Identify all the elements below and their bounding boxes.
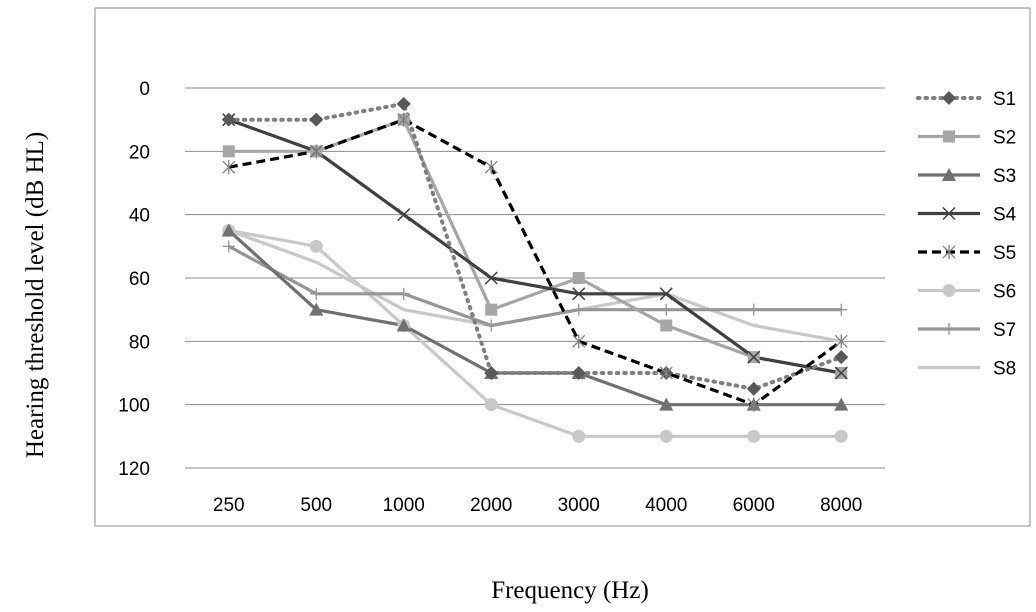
data-point-s7 xyxy=(572,303,585,316)
series-line-s5 xyxy=(228,118,843,407)
x-tick-label: 4000 xyxy=(645,495,687,516)
data-point-s6 xyxy=(659,429,673,443)
data-point-s1 xyxy=(309,112,324,127)
data-point-s7 xyxy=(747,303,760,316)
legend-item-s7: S7 xyxy=(918,320,1016,341)
legend-item-s6: S6 xyxy=(918,282,1016,303)
x-tick-label: 500 xyxy=(300,495,332,516)
x-tick-label: 1000 xyxy=(383,495,425,516)
data-point-s5 xyxy=(659,366,673,380)
y-tick-labels: 0 20 40 60 80 100 120 xyxy=(118,79,150,480)
data-point-s2 xyxy=(572,272,585,284)
data-point-s6 xyxy=(309,239,323,253)
data-point-s5 xyxy=(834,334,848,349)
legend-item-s5: S5 xyxy=(918,243,1016,264)
y-axis-title: Hearing threshold level (dB HL) xyxy=(22,132,49,458)
legend-marker xyxy=(942,245,956,259)
series-line-s1 xyxy=(226,101,844,391)
data-point-s7 xyxy=(310,287,323,300)
data-point-s4 xyxy=(484,271,498,285)
data-point-s6 xyxy=(572,429,586,443)
data-point-s7 xyxy=(397,287,410,300)
data-point-s1 xyxy=(221,112,236,127)
x-axis-title: Frequency (Hz) xyxy=(491,577,649,604)
data-point-s1 xyxy=(834,350,849,365)
data-point-s1 xyxy=(571,366,586,380)
legend-item-s1: S1 xyxy=(916,89,1016,110)
legend-item-s3: S3 xyxy=(918,166,1016,187)
data-point-s7 xyxy=(660,303,673,316)
legend-marker xyxy=(942,284,956,297)
data-point-s1 xyxy=(746,381,761,396)
data-point-s5 xyxy=(222,160,236,175)
legend-label: S4 xyxy=(993,205,1017,226)
data-point-s2 xyxy=(485,303,498,316)
data-point-s3 xyxy=(221,223,236,237)
data-point-s4 xyxy=(659,287,673,301)
data-point-s7 xyxy=(222,240,235,253)
data-point-s5 xyxy=(484,160,498,175)
data-point-s5 xyxy=(572,334,586,349)
data-point-s6 xyxy=(484,398,498,412)
data-point-s6 xyxy=(834,429,848,443)
x-tick-label: 250 xyxy=(213,495,245,516)
legend-marker xyxy=(942,168,956,181)
legend-marker xyxy=(942,91,956,105)
series-lines xyxy=(226,101,844,438)
legend-label: S3 xyxy=(993,166,1016,187)
y-tick-label: 0 xyxy=(139,79,150,100)
legend-label: S7 xyxy=(993,320,1016,341)
x-tick-label: 2000 xyxy=(470,495,512,516)
data-point-s5 xyxy=(397,112,411,127)
data-point-s4 xyxy=(747,350,761,364)
legend-marker xyxy=(943,130,955,143)
data-point-s2 xyxy=(222,145,235,158)
legend-marker xyxy=(943,323,955,335)
y-tick-label: 60 xyxy=(129,269,150,290)
legend-label: S2 xyxy=(993,128,1016,149)
series-line-s4 xyxy=(228,118,842,375)
data-point-s7 xyxy=(835,303,848,316)
y-tick-label: 20 xyxy=(129,142,150,163)
data-point-s7 xyxy=(485,319,498,332)
legend-item-s8: S8 xyxy=(918,359,1016,380)
data-point-s3 xyxy=(396,318,411,332)
x-tick-label: 3000 xyxy=(558,495,600,516)
data-point-s3 xyxy=(834,397,849,411)
data-point-s4 xyxy=(397,208,411,222)
data-point-s5 xyxy=(309,144,323,159)
y-tick-label: 80 xyxy=(129,332,150,353)
data-point-s4 xyxy=(572,287,586,301)
y-tick-label: 120 xyxy=(118,459,150,480)
data-point-s6 xyxy=(747,429,761,443)
data-point-s1 xyxy=(484,366,499,380)
legend-label: S8 xyxy=(993,359,1016,380)
data-point-s4 xyxy=(834,366,848,380)
legend-item-s4: S4 xyxy=(918,205,1017,226)
legend-item-s2: S2 xyxy=(918,128,1016,149)
y-tick-label: 40 xyxy=(129,206,150,227)
legend-marker xyxy=(942,206,956,221)
legend-label: S1 xyxy=(993,89,1016,110)
chart-border xyxy=(94,7,1031,527)
x-tick-label: 6000 xyxy=(733,495,775,516)
data-point-s5 xyxy=(747,397,761,412)
data-point-s1 xyxy=(396,96,411,111)
y-tick-label: 100 xyxy=(118,396,150,417)
data-point-s3 xyxy=(309,302,324,316)
legend-label: S5 xyxy=(993,243,1016,264)
x-tick-label: 8000 xyxy=(820,495,862,516)
series-line-s7 xyxy=(228,244,842,328)
data-point-s3 xyxy=(659,397,674,411)
series-markers xyxy=(221,96,849,443)
legend-label: S6 xyxy=(993,282,1016,303)
series-line-s6 xyxy=(228,228,842,438)
data-point-s2 xyxy=(660,319,673,332)
x-tick-labels: 250 500 1000 2000 3000 4000 6000 8000 xyxy=(213,495,862,516)
legend: S1 S2 S3 S4 S5 S6 S7 S8 xyxy=(916,89,1017,380)
